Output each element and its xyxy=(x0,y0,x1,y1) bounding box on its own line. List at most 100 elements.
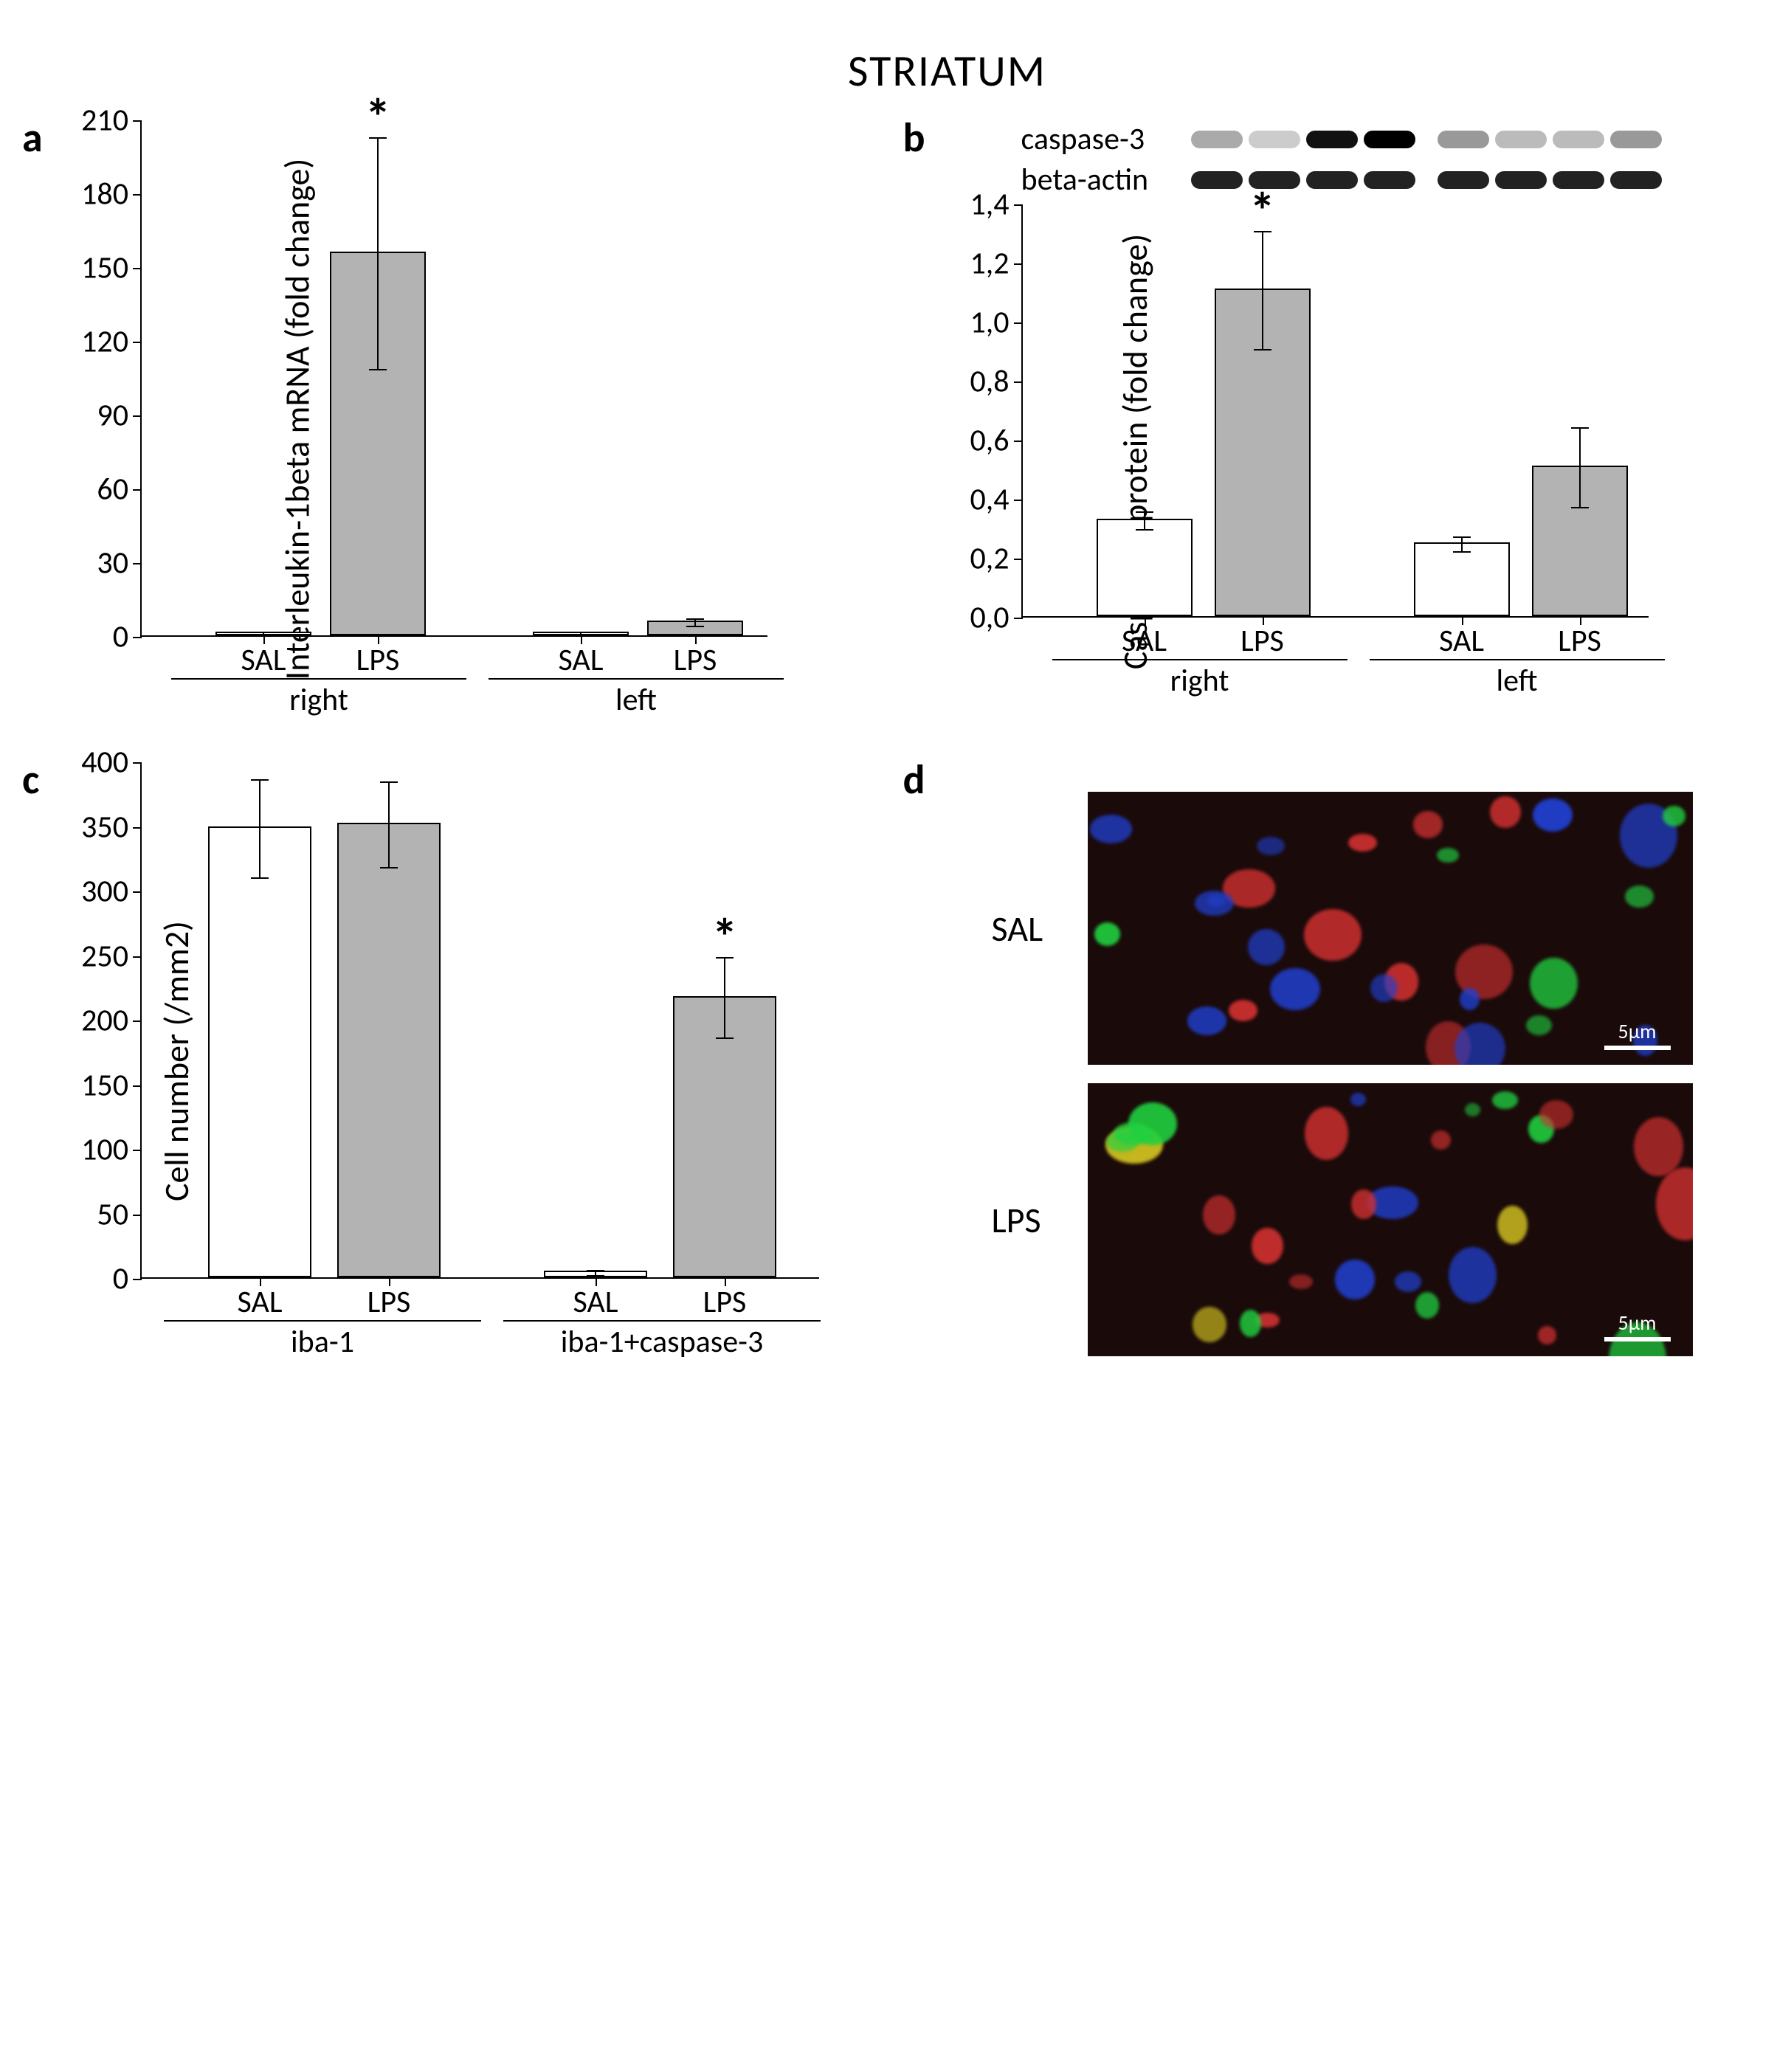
xgroup-underline xyxy=(171,678,466,680)
ytick xyxy=(133,1215,142,1216)
blot-row-caspase: caspase-3 xyxy=(1021,120,1747,158)
ytick xyxy=(133,956,142,958)
blot-band xyxy=(1438,131,1489,148)
panel-a-label: a xyxy=(22,113,43,163)
panel-b-label: b xyxy=(903,113,925,163)
error-cap xyxy=(1136,511,1153,513)
figure-title: STRIATUM xyxy=(44,44,1747,98)
error-cap xyxy=(716,1037,734,1039)
ytick xyxy=(133,563,142,564)
micrograph-image: 5µm xyxy=(1088,1083,1693,1356)
panel-b-chart: Caspase-3 protein (fold change) 0,00,20,… xyxy=(925,204,1747,699)
error-cap xyxy=(686,618,704,620)
xaxis-category-label: LPS xyxy=(1558,622,1601,660)
blot-band xyxy=(1610,131,1662,148)
blot-band xyxy=(1306,131,1358,148)
panel-a-plot: 0306090120150180210SALLPSSALLPSrightleft… xyxy=(140,120,767,637)
ytick-label: 0 xyxy=(113,618,128,656)
xaxis-category-label: LPS xyxy=(356,641,400,679)
error-bar xyxy=(1144,511,1145,529)
xaxis-tick xyxy=(1462,616,1463,625)
xgroup-label: left xyxy=(1496,662,1537,700)
ytick xyxy=(133,194,142,196)
blot-band xyxy=(1610,171,1662,189)
ytick xyxy=(1014,500,1023,501)
error-bar xyxy=(259,779,260,877)
error-bar xyxy=(388,781,390,867)
ytick xyxy=(1014,263,1023,265)
ytick-label: 100 xyxy=(81,1131,128,1169)
xaxis-tick xyxy=(378,635,379,644)
micrograph-container: SAL5µmLPS5µm xyxy=(925,792,1747,1356)
ytick xyxy=(133,1279,142,1280)
micrograph-image: 5µm xyxy=(1088,792,1693,1065)
xaxis-tick xyxy=(1263,616,1264,625)
bar-sal xyxy=(208,826,311,1277)
scale-bar: 5µm xyxy=(1604,1018,1671,1050)
error-bar xyxy=(1461,536,1463,551)
xaxis-category-label: SAL xyxy=(238,1283,283,1321)
error-cap xyxy=(587,1275,604,1277)
error-bar xyxy=(1579,427,1581,507)
blot-band xyxy=(1191,131,1243,148)
ytick xyxy=(133,268,142,269)
ytick-label: 400 xyxy=(81,744,128,781)
blot-row-actin: beta-actin xyxy=(1021,161,1747,198)
ytick-label: 30 xyxy=(97,545,128,582)
blot-band xyxy=(1495,131,1547,148)
error-cap xyxy=(380,781,398,783)
error-cap xyxy=(572,632,590,633)
micrograph-label: SAL xyxy=(992,907,1066,950)
xaxis-category-label: SAL xyxy=(559,641,604,679)
bar-lps xyxy=(337,823,441,1277)
ytick-label: 0,6 xyxy=(970,422,1009,460)
ytick-label: 150 xyxy=(81,249,128,287)
ytick-label: 90 xyxy=(97,397,128,435)
ytick-label: 0,2 xyxy=(970,540,1009,578)
blot-band xyxy=(1495,171,1547,189)
error-cap xyxy=(1254,349,1271,350)
blot-band xyxy=(1364,171,1415,189)
ytick xyxy=(1014,381,1023,383)
error-cap xyxy=(380,867,398,868)
panel-a: a Interleukin-1beta mRNA (fold change) 0… xyxy=(44,120,866,718)
ytick-label: 350 xyxy=(81,808,128,846)
ytick xyxy=(133,1085,142,1087)
xaxis-category-label: LPS xyxy=(674,641,717,679)
xgroup-label: right xyxy=(289,681,348,719)
error-cap xyxy=(1136,529,1153,531)
bar-sal xyxy=(1097,519,1193,616)
ytick xyxy=(133,762,142,764)
figure-root: STRIATUM a Interleukin-1beta mRNA (fold … xyxy=(44,44,1747,1375)
ytick-label: 0,0 xyxy=(970,599,1009,637)
ytick xyxy=(133,342,142,343)
scale-bar-line xyxy=(1604,1046,1671,1050)
xgroup-underline xyxy=(164,1320,481,1322)
ytick xyxy=(133,891,142,893)
ytick-label: 200 xyxy=(81,1002,128,1040)
xgroup-underline xyxy=(1370,659,1665,660)
ytick xyxy=(133,637,142,638)
ytick xyxy=(1014,322,1023,324)
ytick-label: 0,8 xyxy=(970,363,1009,401)
blot-label-beta-actin: beta-actin xyxy=(1021,161,1176,198)
error-cap xyxy=(369,369,387,370)
xaxis-tick xyxy=(1580,616,1581,625)
error-cap xyxy=(1453,536,1471,538)
scale-bar: 5µm xyxy=(1604,1310,1671,1341)
error-cap xyxy=(1571,427,1589,429)
ytick-label: 50 xyxy=(97,1195,128,1233)
panel-c-plot: 050100150200250300350400SALLPSSALLPSiba-… xyxy=(140,762,819,1279)
panel-c: c Cell number (/mm2) 0501001502002503003… xyxy=(44,762,866,1375)
panel-b-plot: 0,00,20,40,60,81,01,21,4SALLPSSALLPSrigh… xyxy=(1021,204,1649,618)
xgroup-label: iba-1 xyxy=(291,1323,354,1361)
scale-bar-line xyxy=(1604,1337,1671,1341)
error-cap xyxy=(251,779,269,781)
xgroup-underline xyxy=(1052,659,1347,660)
xaxis-category-label: LPS xyxy=(1240,622,1284,660)
ytick-label: 0,4 xyxy=(970,481,1009,519)
error-bar xyxy=(724,957,725,1037)
xaxis-tick xyxy=(263,635,265,644)
xaxis-category-label: LPS xyxy=(703,1283,747,1321)
significance-star: * xyxy=(712,905,738,969)
